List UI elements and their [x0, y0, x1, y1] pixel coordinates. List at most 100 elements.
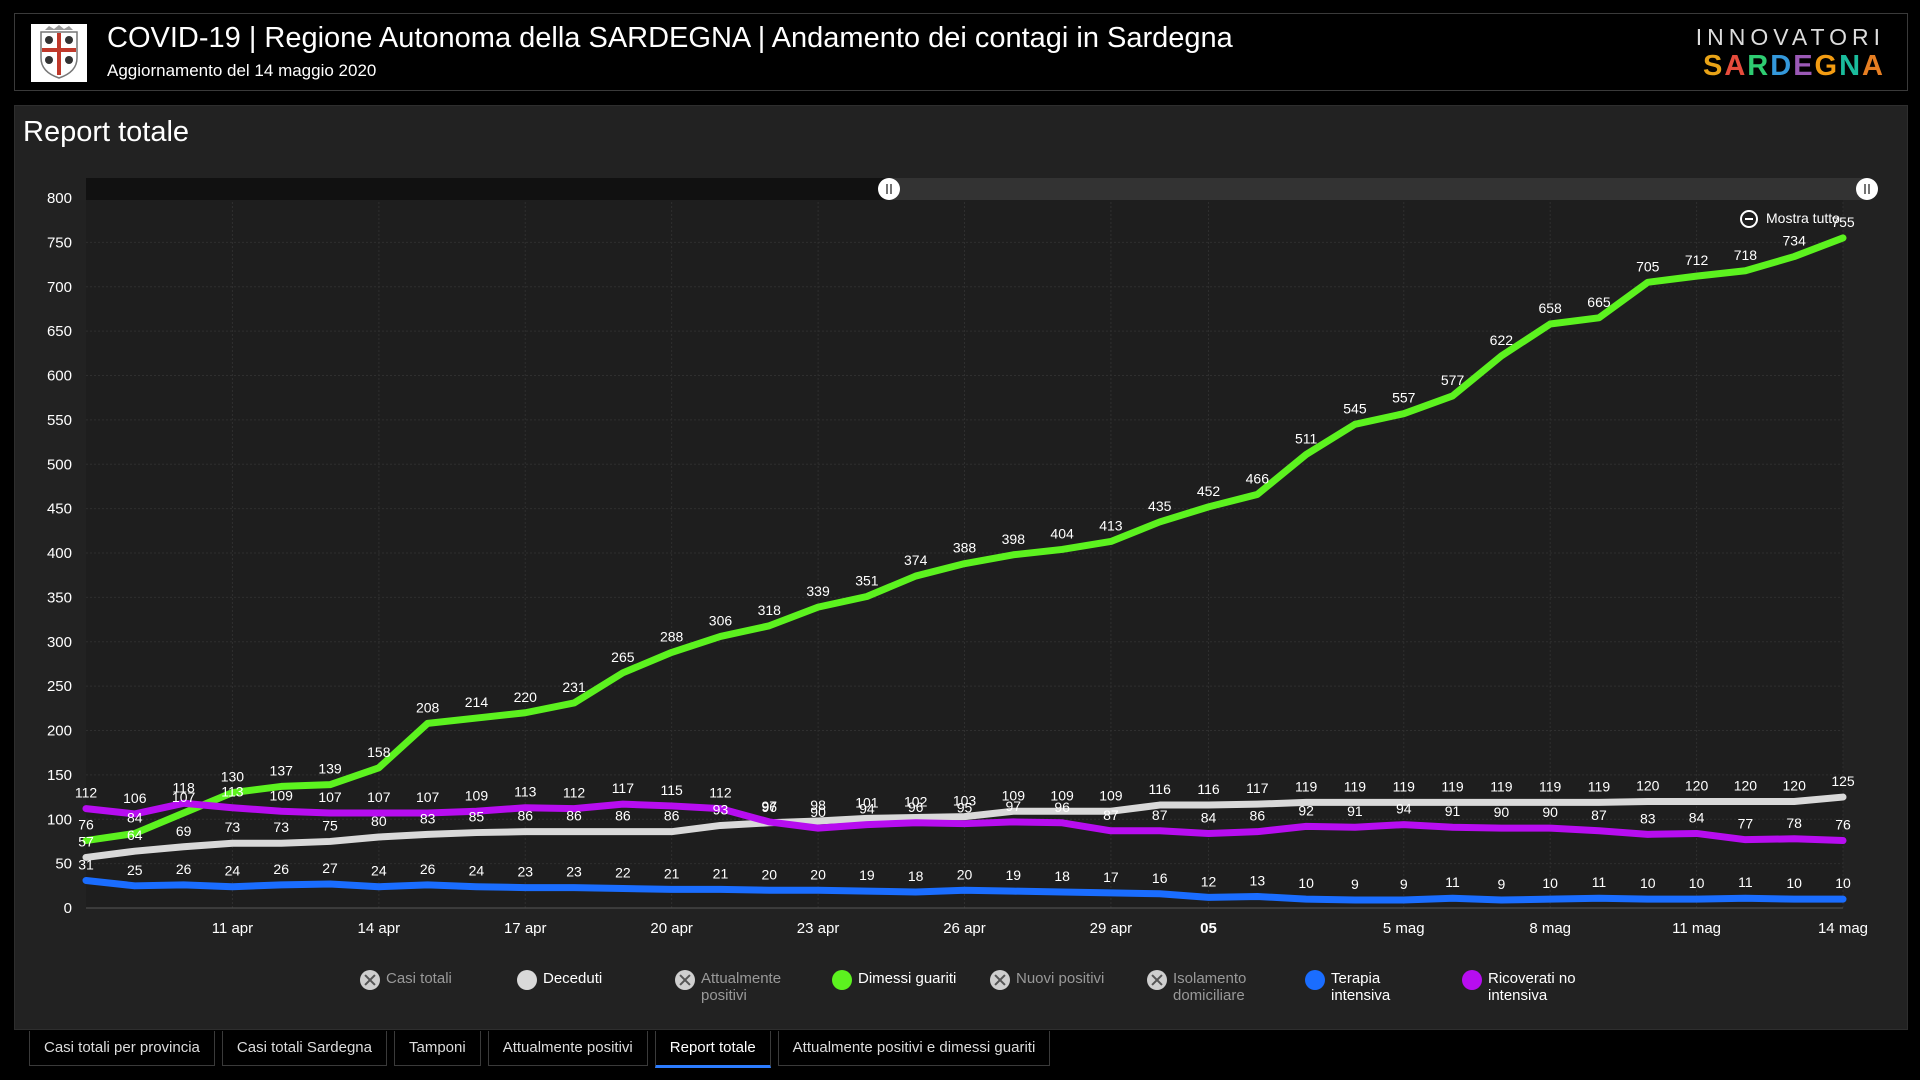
brand-letter: G	[1814, 50, 1840, 82]
data-label: 25	[127, 862, 143, 878]
brand-logo: INNOVATORI SARDEGNA	[1696, 24, 1885, 81]
y-tick-label: 550	[47, 412, 72, 429]
brand-letter: A	[1862, 50, 1885, 82]
brand-letter: E	[1793, 50, 1815, 82]
data-label: 13	[1250, 872, 1266, 888]
range-scrollbar-handle	[1856, 178, 1878, 200]
data-label: 214	[465, 694, 489, 710]
data-label: 119	[1490, 778, 1513, 794]
data-label: 106	[123, 790, 147, 806]
y-tick-label: 100	[47, 811, 72, 828]
data-label: 76	[78, 817, 94, 833]
data-label: 115	[661, 782, 684, 798]
data-label: 76	[1835, 817, 1851, 833]
show-all-label: Mostra tutto	[1766, 210, 1840, 226]
data-label: 83	[1640, 810, 1656, 826]
data-label: 712	[1685, 252, 1709, 268]
x-tick-label: 23 apr	[797, 920, 840, 937]
data-label: 96	[1054, 799, 1070, 815]
data-label: 119	[1344, 778, 1367, 794]
data-label: 95	[957, 800, 973, 816]
data-label: 26	[273, 861, 289, 877]
data-label: 101	[855, 794, 879, 810]
data-label: 94	[1396, 801, 1412, 817]
data-label: 718	[1734, 247, 1758, 263]
data-label: 466	[1246, 470, 1270, 486]
y-tick-label: 500	[47, 456, 72, 473]
data-label: 137	[270, 762, 294, 778]
data-label: 306	[709, 612, 733, 628]
data-label: 107	[172, 789, 196, 805]
data-label: 318	[758, 602, 782, 618]
legend-label: Deceduti	[543, 970, 603, 987]
y-tick-label: 700	[47, 279, 72, 296]
data-label: 92	[1298, 802, 1314, 818]
brand-top-text: INNOVATORI	[1695, 24, 1885, 50]
data-label: 117	[1246, 780, 1269, 796]
data-label: 90	[810, 804, 826, 820]
data-label: 80	[371, 813, 387, 829]
data-label: 86	[517, 808, 533, 824]
brand-letter: D	[1770, 50, 1794, 82]
data-label: 20	[957, 866, 973, 882]
data-label: 96	[761, 799, 777, 815]
data-label: 86	[664, 808, 680, 824]
data-label: 109	[270, 787, 294, 803]
y-tick-label: 250	[47, 678, 72, 695]
data-label: 112	[563, 785, 586, 801]
data-label: 90	[1494, 804, 1510, 820]
data-label: 231	[562, 679, 586, 695]
data-label: 12	[1201, 873, 1217, 889]
tab[interactable]: Report totale	[654, 1031, 771, 1068]
data-label: 755	[1831, 214, 1855, 230]
tab[interactable]: Casi totali per provincia	[29, 1031, 215, 1066]
range-scrollbar-selection	[889, 178, 1867, 200]
series-line	[82, 234, 1847, 845]
tab[interactable]: Casi totali Sardegna	[221, 1031, 387, 1066]
tab-bar: Casi totali per provincia Casi totali Sar…	[29, 1031, 1057, 1068]
data-label: 265	[611, 649, 635, 665]
data-label: 91	[1347, 803, 1363, 819]
data-label: 404	[1050, 525, 1074, 541]
data-label: 398	[1002, 531, 1026, 547]
panel-title: Report totale	[23, 116, 190, 148]
tab[interactable]: Attualmente positivi e dimessi guariti	[777, 1031, 1051, 1066]
data-label: 20	[761, 866, 777, 882]
y-tick-label: 0	[64, 900, 72, 917]
page-title: COVID-19 | Regione Autonoma della SARDEG…	[107, 22, 1233, 54]
zoom-out-icon	[1740, 210, 1758, 229]
data-label: 23	[566, 864, 582, 880]
data-label: 119	[1295, 778, 1318, 794]
brand-bottom-text: SARDEGNA	[1696, 51, 1885, 81]
x-tick-label: 26 apr	[943, 920, 986, 937]
legend-swatch-icon	[675, 970, 695, 990]
data-label: 119	[1393, 778, 1416, 794]
data-label: 109	[1050, 787, 1074, 803]
data-label: 98	[810, 797, 826, 813]
data-label: 10	[1542, 875, 1558, 891]
legend-label: Ricoverati no intensiva	[1488, 970, 1576, 1004]
y-tick-label: 200	[47, 723, 72, 740]
data-label: 103	[953, 793, 977, 809]
header: COVID-19 | Regione Autonoma della SARDEG…	[14, 13, 1908, 91]
data-label: 21	[664, 865, 680, 881]
data-label: 120	[1636, 778, 1660, 794]
legend-swatch-icon	[1305, 970, 1325, 990]
tab[interactable]: Tamponi	[394, 1031, 481, 1066]
data-label: 577	[1441, 372, 1465, 388]
data-label: 22	[615, 864, 631, 880]
data-label: 18	[908, 868, 924, 884]
x-tick-label: 20 apr	[650, 920, 693, 937]
legend-swatch-icon	[1462, 970, 1482, 990]
data-label: 31	[78, 856, 94, 872]
data-label: 16	[1152, 870, 1168, 886]
show-all-button[interactable]: Mostra tutto	[1740, 210, 1840, 229]
data-label: 26	[176, 861, 192, 877]
data-label: 116	[1197, 781, 1220, 797]
y-tick-label: 750	[47, 234, 72, 251]
tab[interactable]: Attualmente positivi	[487, 1031, 648, 1066]
legend-label: Isolamento domiciliare	[1173, 970, 1247, 1004]
brand-letter: N	[1839, 50, 1863, 82]
data-label: 11	[1592, 874, 1607, 890]
data-label: 90	[1542, 804, 1558, 820]
